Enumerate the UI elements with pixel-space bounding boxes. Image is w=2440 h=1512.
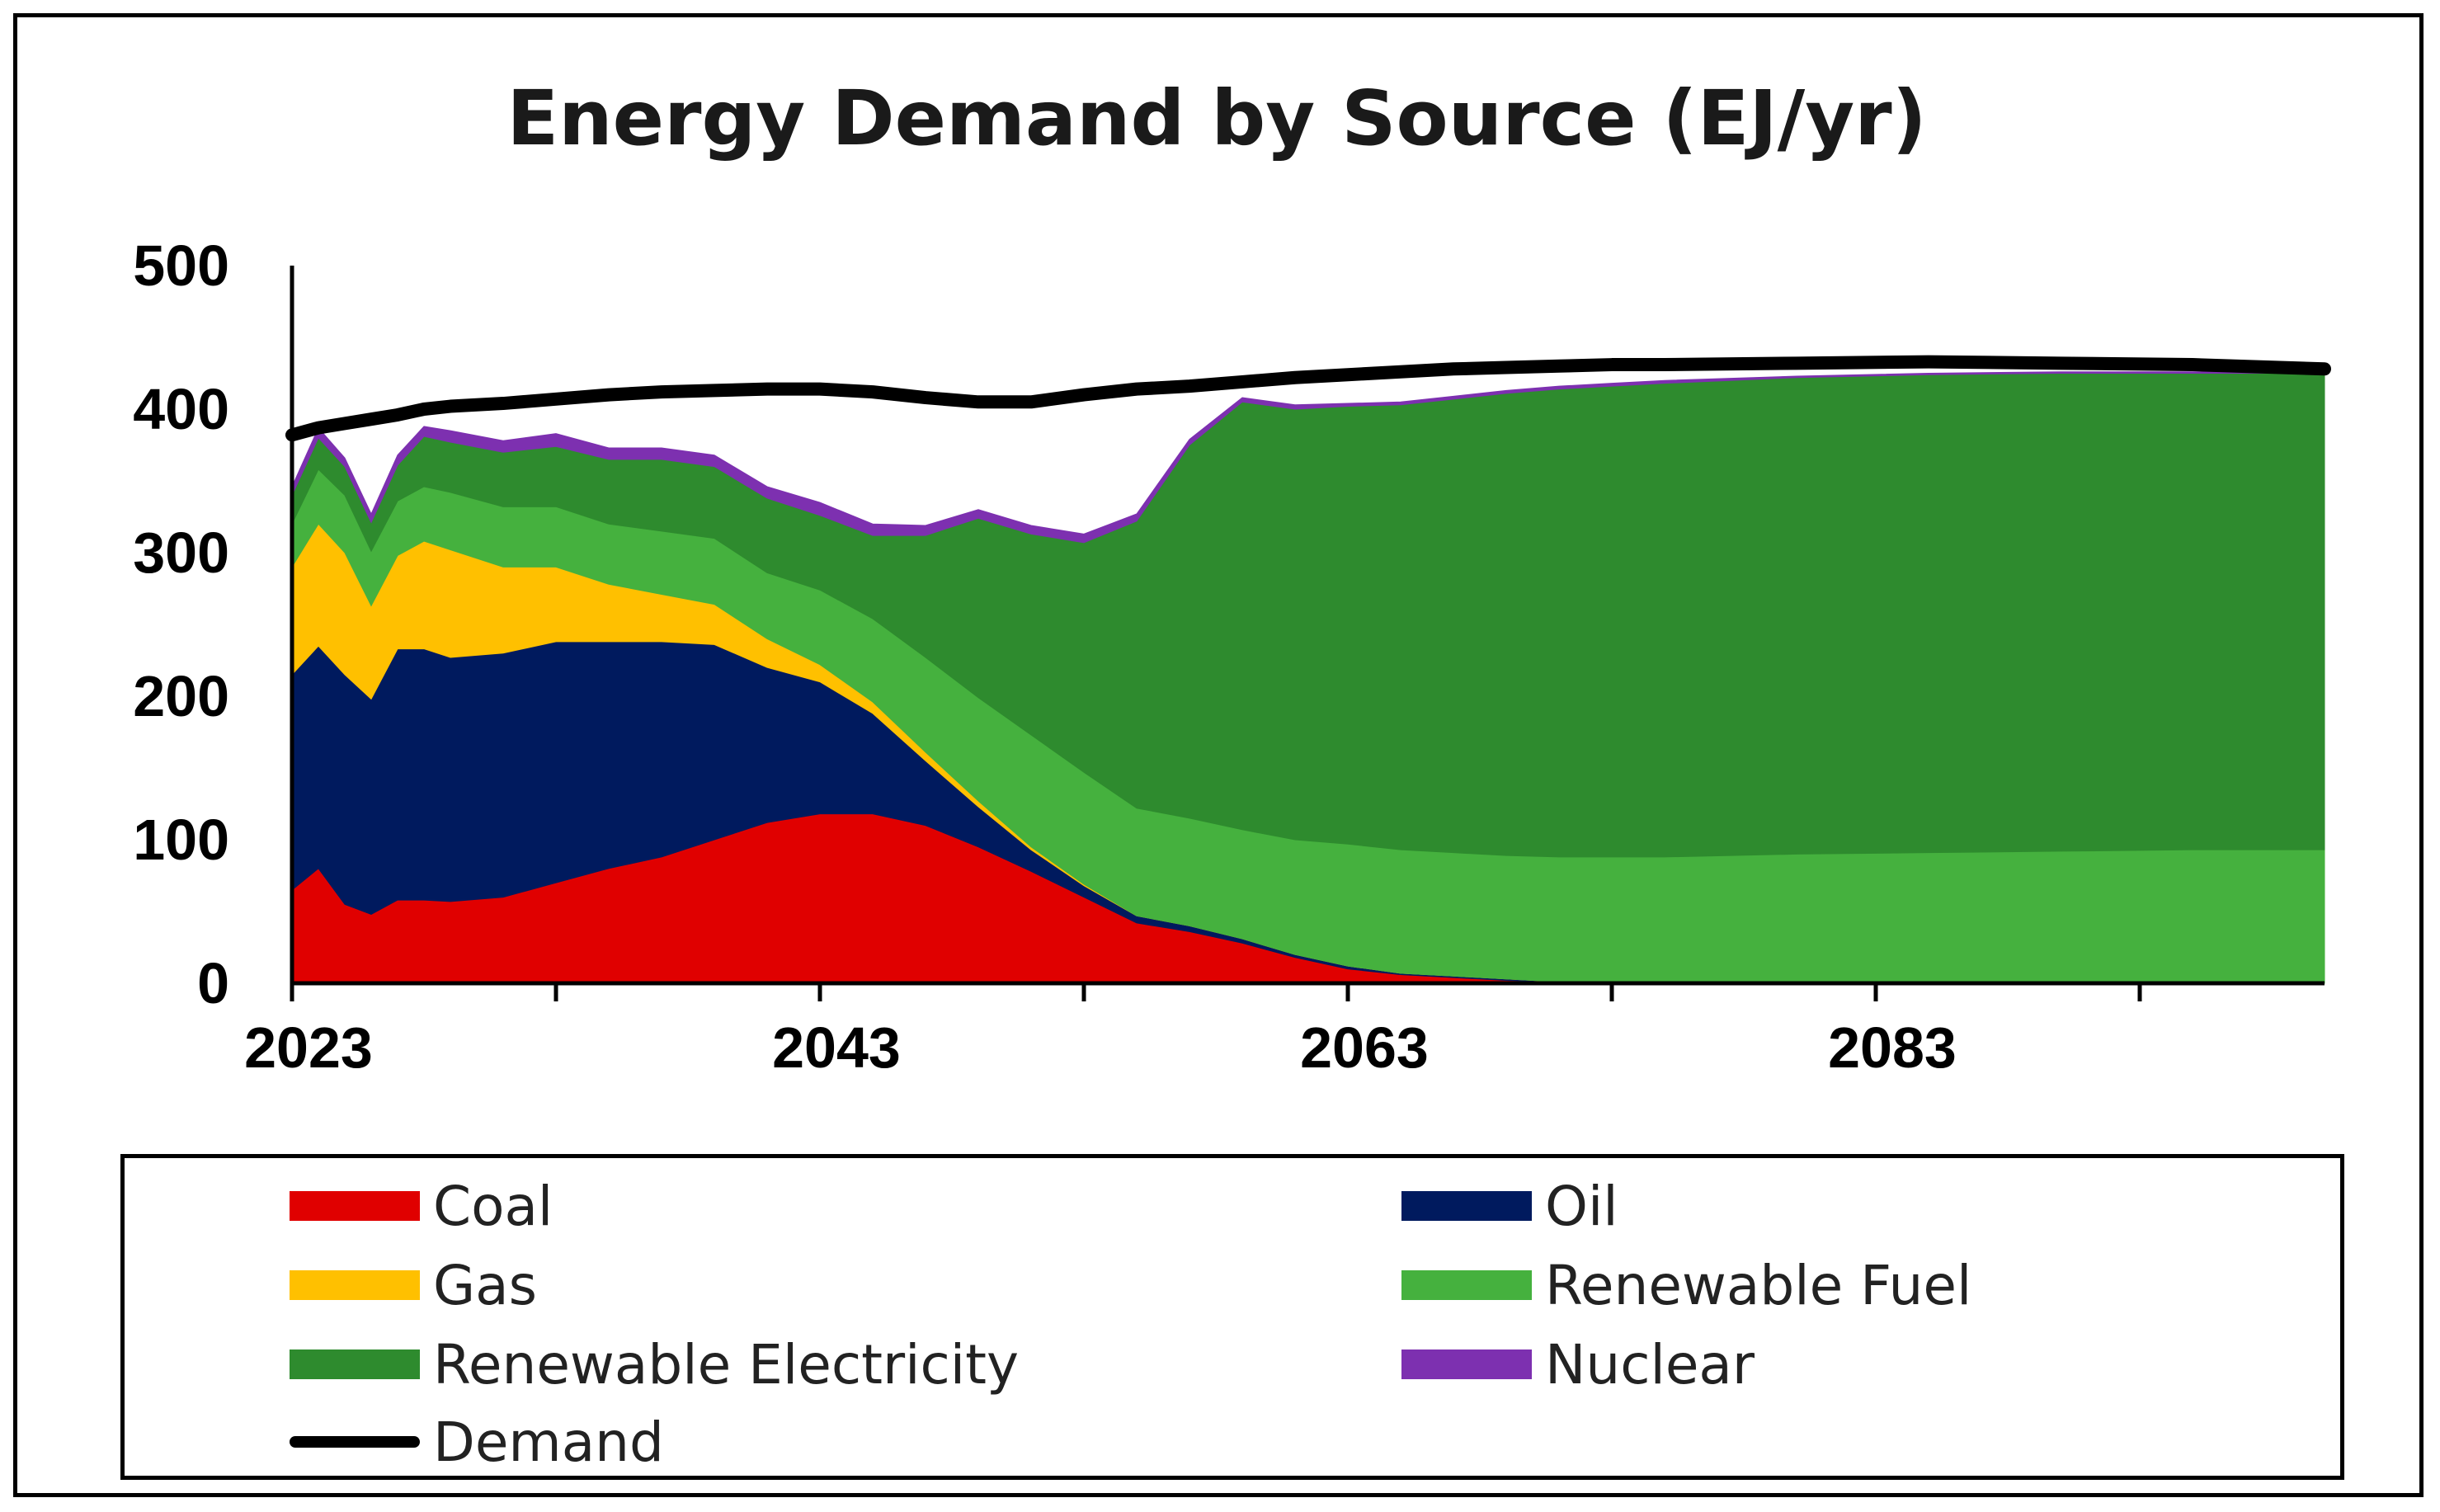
legend-item-coal: Coal [290, 1166, 553, 1246]
legend-label-oil: Oil [1545, 1174, 1618, 1238]
line-demand [285, 355, 2331, 442]
plot-areas [291, 371, 2325, 984]
demand-series-group [285, 355, 2331, 442]
legend-swatch-renewable-fuel [1401, 1270, 1532, 1300]
legend-item-gas: Gas [290, 1246, 537, 1325]
y-tick-label: 100 [133, 808, 229, 872]
legend-item-renewable-electricity: Renewable Electricity [290, 1325, 1019, 1404]
y-tick-label: 500 [133, 233, 229, 298]
legend-swatch-gas [290, 1270, 420, 1300]
legend-swatch-coal [290, 1191, 420, 1221]
legend-label-coal: Coal [433, 1174, 553, 1238]
y-tick-label: 400 [133, 377, 229, 441]
chart-title: Energy Demand by Source (EJ/yr) [506, 74, 1926, 163]
legend-line-demand [290, 1436, 420, 1448]
legend-swatch-nuclear [1401, 1349, 1532, 1379]
legend-swatch-renewable-electricity [290, 1349, 420, 1379]
y-tick-label: 300 [133, 520, 229, 585]
y-tick-label: 200 [133, 664, 229, 728]
legend-item-renewable-fuel: Renewable Fuel [1401, 1246, 1971, 1325]
legend-label-renewable-electricity: Renewable Electricity [433, 1332, 1020, 1397]
x-tick-label: 2063 [1300, 1015, 1429, 1080]
legend-item-oil: Oil [1401, 1166, 1618, 1246]
legend-swatch-oil [1401, 1191, 1532, 1221]
x-tick-label: 2043 [772, 1015, 901, 1080]
x-tick-label: 2083 [1828, 1015, 1957, 1080]
axes: 0 100 200 300 400 500 2023 2043 2063 2083 [133, 233, 2325, 1080]
legend-label-nuclear: Nuclear [1545, 1332, 1755, 1397]
legend: Coal Oil Gas Renewable Fuel Renewable El… [120, 1154, 2344, 1480]
legend-item-nuclear: Nuclear [1401, 1325, 1755, 1404]
legend-label-renewable-fuel: Renewable Fuel [1545, 1253, 1972, 1317]
legend-label-demand: Demand [433, 1410, 664, 1474]
legend-item-demand: Demand [290, 1402, 664, 1481]
legend-label-gas: Gas [433, 1253, 537, 1317]
y-tick-label: 0 [197, 951, 229, 1015]
x-tick-label: 2023 [244, 1015, 373, 1080]
